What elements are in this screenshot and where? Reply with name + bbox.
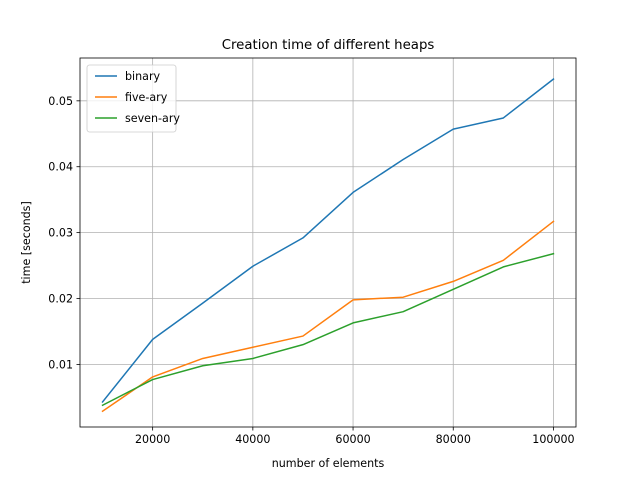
y-tick-label: 0.05	[48, 95, 73, 108]
series-line-seven-ary	[101, 252, 555, 407]
x-tick-label: 20000	[135, 433, 170, 446]
y-tick-label: 0.04	[48, 161, 73, 174]
y-axis: 0.01 0.02 0.03 0.04 0.05	[48, 95, 80, 371]
chart-title: Creation time of different heaps	[222, 38, 435, 53]
y-axis-label: time [seconds]	[20, 201, 33, 284]
x-tick-label: 80000	[436, 433, 471, 446]
series-line-binary	[101, 78, 555, 404]
plot-frame	[79, 57, 577, 428]
x-tick-label: 40000	[235, 433, 270, 446]
legend-label-seven-ary: seven-ary	[125, 112, 180, 125]
y-tick-label: 0.01	[48, 358, 73, 371]
legend-label-binary: binary	[125, 70, 161, 83]
y-tick-label: 0.02	[48, 293, 73, 306]
legend-label-five-ary: five-ary	[125, 91, 168, 104]
x-tick-label: 60000	[335, 433, 370, 446]
x-axis: 20000 40000 60000 80000 100000	[135, 427, 575, 446]
x-axis-label: number of elements	[272, 457, 385, 470]
series-lines	[101, 78, 555, 413]
series-line-five-ary	[101, 220, 555, 413]
x-tick-label: 100000	[532, 433, 574, 446]
legend-box	[86, 64, 177, 133]
grid	[80, 58, 576, 427]
legend: binary five-ary seven-ary	[86, 64, 180, 133]
y-tick-label: 0.03	[48, 227, 73, 240]
